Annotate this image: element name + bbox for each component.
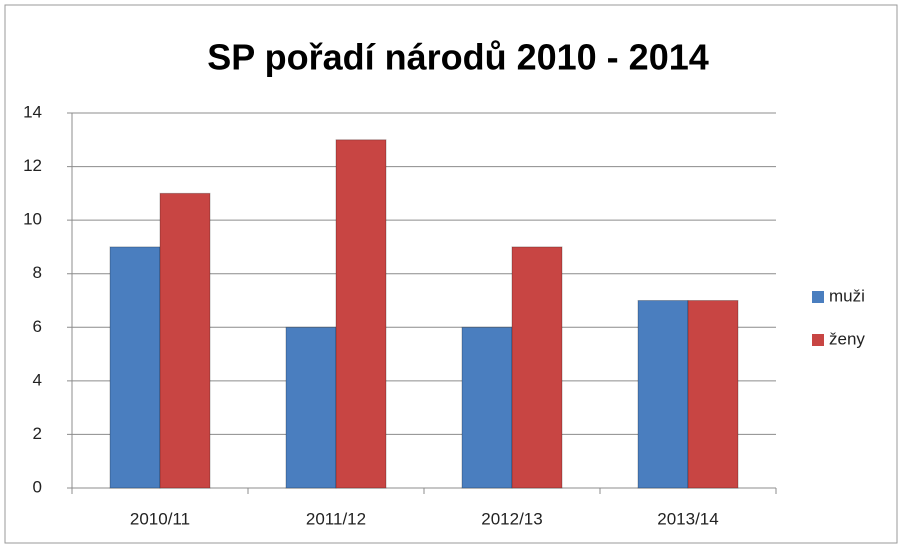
bar — [637, 300, 689, 489]
bar — [461, 326, 513, 489]
bar — [285, 326, 337, 489]
y-tick-label: 0 — [33, 477, 42, 496]
y-tick-label: 14 — [23, 102, 42, 121]
x-tick-label: 2013/14 — [657, 509, 718, 528]
bar — [687, 300, 739, 489]
y-tick-label: 6 — [33, 317, 42, 336]
legend-swatch — [812, 334, 824, 346]
legend-label: ženy — [829, 329, 865, 348]
bar — [511, 246, 563, 489]
bar — [335, 139, 387, 489]
chart-title: SP pořadí národů 2010 - 2014 — [207, 37, 709, 78]
y-tick-label: 2 — [33, 424, 42, 443]
y-tick-label: 12 — [23, 156, 42, 175]
y-tick-label: 8 — [33, 263, 42, 282]
y-tick-label: 4 — [33, 370, 42, 389]
y-tick-label: 10 — [23, 210, 42, 229]
x-tick-label: 2010/11 — [130, 509, 190, 528]
bar — [159, 192, 211, 489]
legend-swatch — [812, 291, 824, 303]
legend-label: muži — [829, 286, 865, 305]
x-tick-label: 2012/13 — [481, 509, 542, 528]
x-tick-label: 2011/12 — [306, 509, 366, 528]
bar — [109, 246, 161, 489]
